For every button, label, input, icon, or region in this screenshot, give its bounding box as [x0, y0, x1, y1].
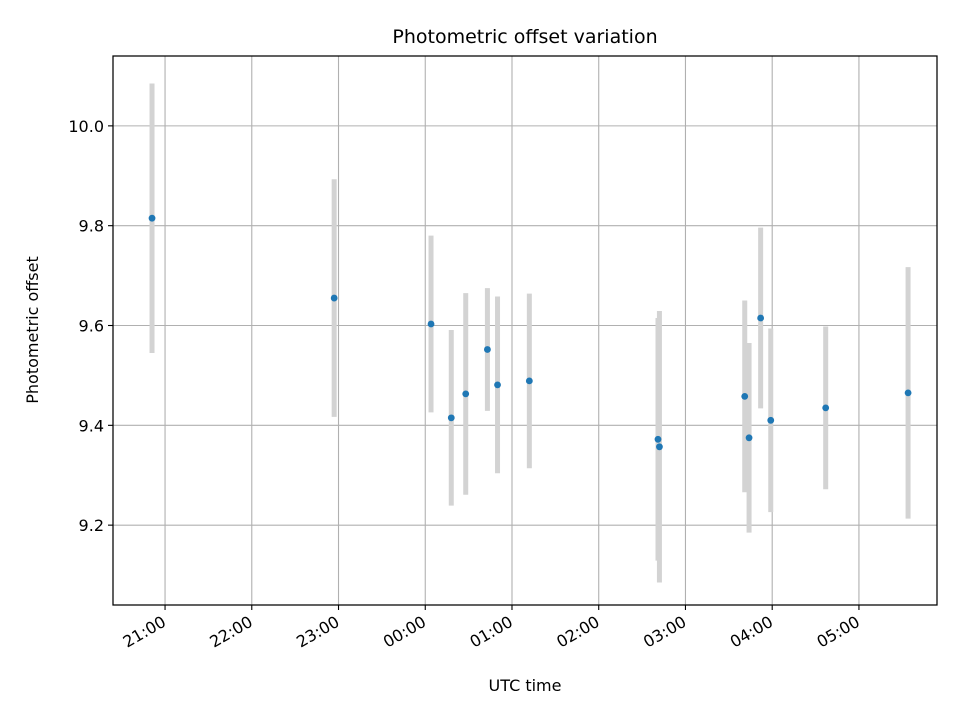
data-point	[148, 214, 156, 222]
data-point	[904, 389, 912, 397]
y-tick-label: 9.4	[79, 416, 104, 435]
data-point	[494, 381, 501, 389]
data-point	[330, 294, 338, 302]
data-point	[741, 392, 749, 400]
data-point	[484, 346, 491, 353]
data-points	[148, 214, 912, 451]
data-point	[656, 443, 663, 451]
x-axis-label: UTC time	[489, 676, 562, 695]
y-tick-label: 9.2	[79, 516, 104, 535]
y-tick-label: 9.6	[79, 317, 104, 336]
grid	[113, 56, 937, 605]
data-point	[427, 320, 435, 328]
y-tick-label: 9.8	[79, 217, 104, 236]
data-point	[462, 390, 470, 398]
data-point	[757, 314, 765, 322]
y-axis-label: Photometric offset	[23, 256, 42, 404]
data-point	[447, 414, 455, 422]
data-point	[822, 404, 830, 412]
y-tick-label: 10.0	[68, 117, 104, 136]
y-axis-ticks: 9.2 9.4 9.6 9.8 10.0	[68, 117, 113, 535]
chart-title: Photometric offset variation	[392, 26, 657, 48]
data-point	[767, 416, 775, 424]
data-point	[654, 435, 662, 443]
data-point	[525, 377, 533, 385]
plot-frame	[112, 55, 938, 606]
data-point	[745, 434, 753, 442]
